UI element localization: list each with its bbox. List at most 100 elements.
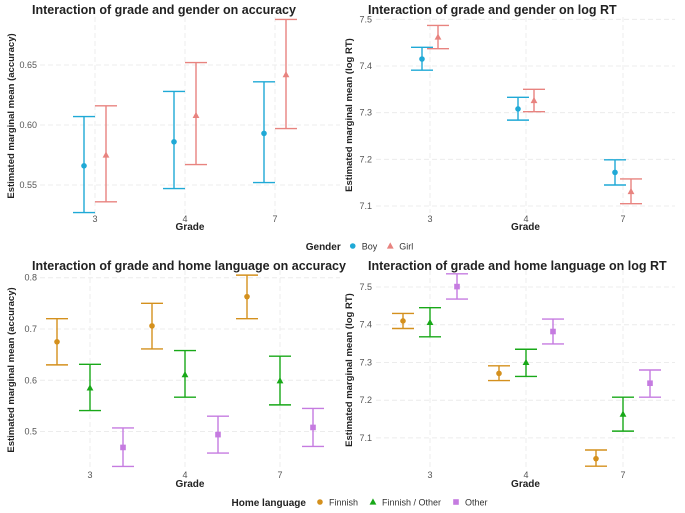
estimate-point: [171, 139, 177, 145]
legend: Gender Boy Girl: [306, 242, 414, 254]
y-axis-label: Estimated marginal mean (accuracy): [6, 287, 17, 452]
estimate-point: [244, 293, 250, 300]
legend-label: Finnish: [329, 498, 358, 508]
chart-title: Interaction of grade and gender on accur…: [32, 3, 296, 17]
errorbar: [585, 449, 607, 467]
estimate-point: [496, 370, 502, 377]
errorbar: [236, 274, 258, 320]
series-boy: [411, 46, 626, 186]
y-axis-label: Estimated marginal mean (log RT): [344, 293, 355, 447]
errorbar: [523, 88, 545, 113]
errorbar: [542, 318, 564, 345]
legend-label: Boy: [362, 242, 378, 252]
series-girl: [427, 24, 642, 205]
errorbar: [612, 396, 634, 432]
errorbar: [604, 159, 626, 186]
y-tick-label: 0.65: [19, 60, 37, 70]
errorbar: [174, 349, 196, 398]
gridlines: [40, 270, 340, 470]
x-tick-label: 3: [427, 214, 432, 224]
estimate-point: [86, 384, 94, 391]
estimate-point: [276, 377, 284, 384]
y-tick-label: 7.5: [359, 14, 372, 24]
chart-p2: Interaction of grade and gender on log R…: [344, 3, 675, 233]
series-finnish-other: [79, 349, 291, 412]
series-other: [446, 273, 661, 398]
y-tick-label: 7.1: [359, 201, 372, 211]
estimate-point: [426, 318, 434, 326]
legend-key-square: [453, 499, 459, 505]
errorbar: [488, 365, 510, 382]
x-tick-label: 7: [272, 214, 277, 224]
errorbar: [620, 178, 642, 205]
y-tick-label: 7.3: [359, 357, 372, 367]
x-tick-label: 3: [92, 214, 97, 224]
errorbar: [269, 355, 291, 406]
x-tick-label: 7: [277, 470, 282, 480]
x-tick-label: 4: [523, 214, 528, 224]
x-tick-label: 7: [620, 470, 625, 480]
estimate-point: [619, 410, 627, 417]
estimate-point: [81, 163, 87, 169]
x-axis-label: Grade: [176, 222, 205, 233]
y-tick-label: 0.60: [19, 120, 37, 130]
estimate-point: [627, 187, 635, 195]
errorbar: [95, 105, 117, 203]
errorbar: [163, 90, 185, 190]
y-tick-label: 7.4: [359, 320, 372, 330]
legend-key-triangle: [386, 242, 394, 249]
series-finnish: [46, 274, 258, 366]
legend-item: Finnish: [317, 498, 358, 508]
chart-title: Interaction of grade and home language o…: [368, 259, 667, 273]
errorbar: [515, 348, 537, 378]
estimate-point: [515, 106, 521, 112]
estimate-point: [215, 431, 221, 438]
chart-p3: Interaction of grade and home language o…: [6, 259, 346, 490]
errorbar: [185, 61, 207, 166]
estimate-point: [454, 283, 460, 290]
x-tick-label: 7: [620, 214, 625, 224]
series-girl: [95, 18, 297, 203]
x-axis-label: Grade: [511, 222, 540, 233]
errorbar: [392, 312, 414, 330]
estimate-point: [310, 424, 316, 431]
estimate-point: [647, 380, 653, 387]
x-tick-label: 4: [182, 214, 187, 224]
y-tick-label: 7.3: [359, 108, 372, 118]
errorbar: [275, 18, 297, 130]
x-tick-label: 3: [427, 470, 432, 480]
legend-label: Other: [465, 498, 488, 508]
x-tick-label: 4: [182, 470, 187, 480]
estimate-point: [593, 455, 599, 462]
legend-item: Girl: [386, 242, 413, 252]
gridlines: [376, 17, 675, 213]
estimate-point: [120, 444, 126, 451]
estimate-point: [192, 111, 200, 118]
x-tick-label: 3: [87, 470, 92, 480]
errorbar: [79, 363, 101, 412]
estimate-point: [400, 318, 406, 324]
chart-p4: Interaction of grade and home language o…: [344, 259, 675, 490]
errorbar: [112, 427, 134, 468]
errorbar: [207, 415, 229, 454]
estimate-point: [612, 169, 618, 176]
chart-p1: Interaction of grade and gender on accur…: [6, 3, 340, 233]
y-tick-label: 0.55: [19, 180, 37, 190]
y-tick-label: 7.2: [359, 154, 372, 164]
errorbar: [46, 318, 68, 366]
estimate-point: [102, 151, 110, 158]
errorbar: [73, 115, 95, 214]
legend: Home language Finnish Finnish / Other Other: [231, 498, 487, 510]
y-tick-label: 0.7: [24, 324, 37, 334]
estimate-point: [261, 130, 267, 137]
estimate-point: [550, 328, 556, 335]
estimate-point: [149, 323, 155, 329]
y-tick-label: 0.8: [24, 273, 37, 283]
errorbar: [253, 81, 275, 184]
errorbar: [446, 273, 468, 300]
chart-title: Interaction of grade and gender on log R…: [368, 3, 617, 17]
y-tick-label: 7.5: [359, 282, 372, 292]
errorbar: [419, 307, 441, 338]
x-axis-label: Grade: [176, 479, 205, 490]
